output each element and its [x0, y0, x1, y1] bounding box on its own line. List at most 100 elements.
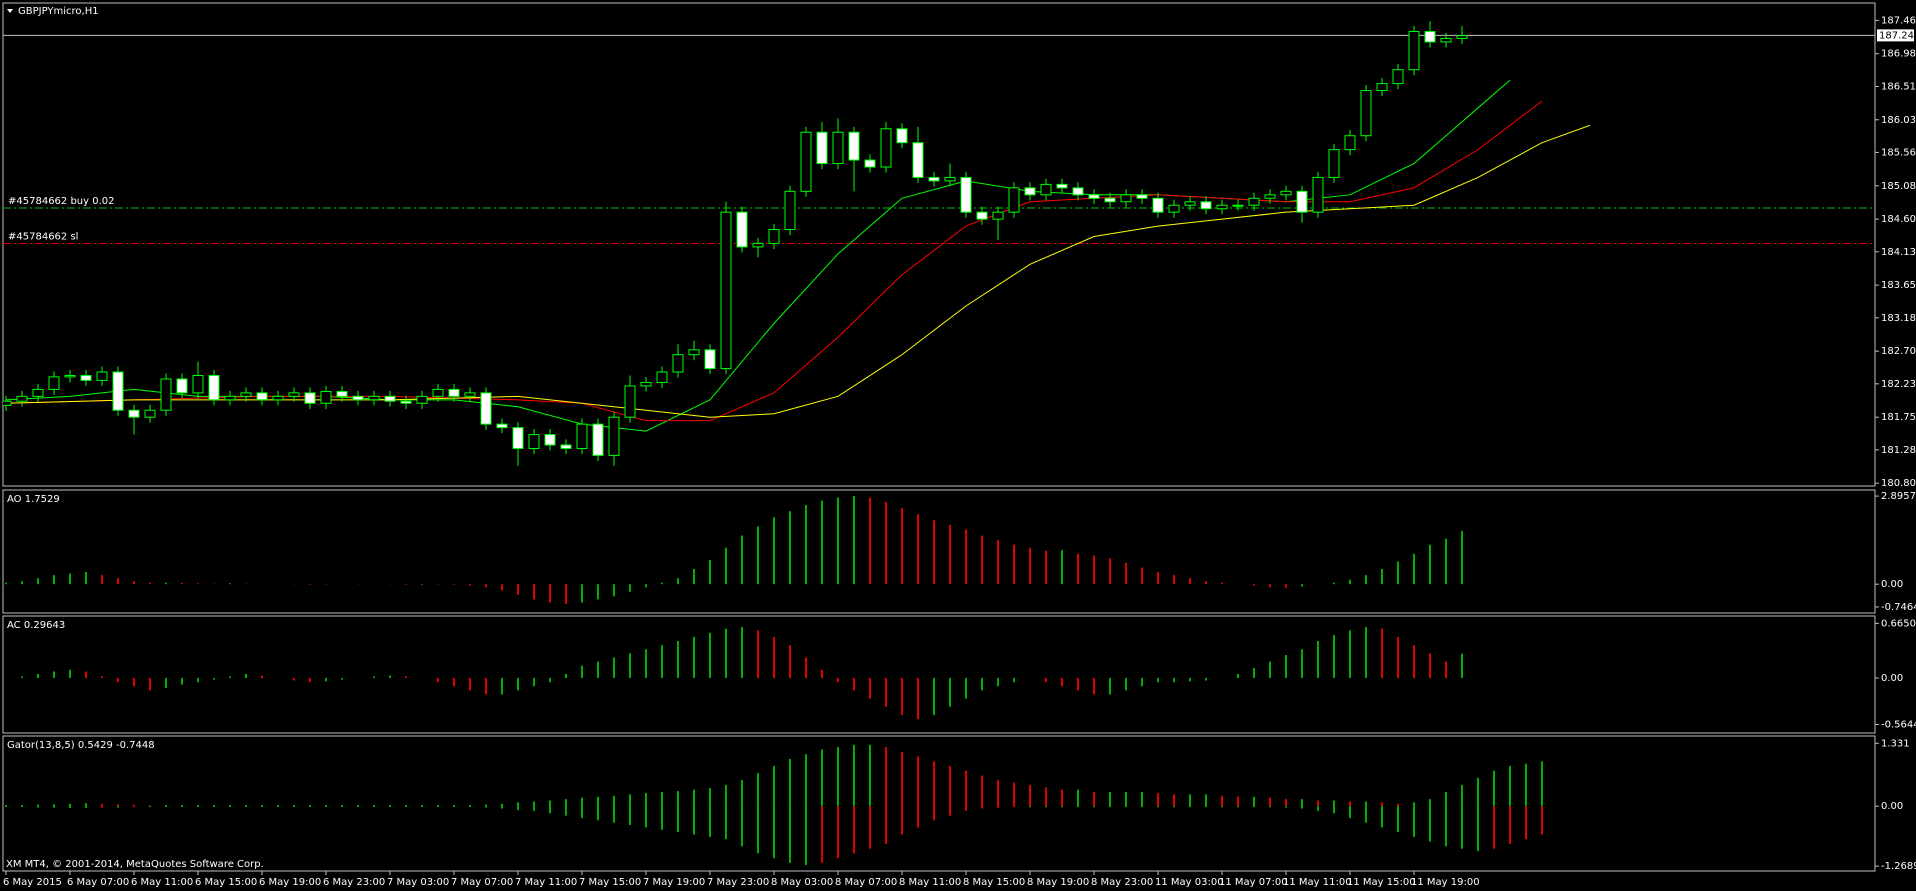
candle-body [1200, 201, 1212, 210]
candle-body [640, 381, 652, 387]
candle-body [752, 242, 764, 248]
candle-body [1120, 194, 1132, 203]
candle-body [432, 388, 444, 397]
candle-body [80, 375, 92, 381]
candle-body [3, 400, 12, 406]
panel-frame [2, 489, 1876, 614]
indicator-line [5, 100, 1543, 422]
candle-body [240, 392, 252, 397]
y-tick-label: 0.66502 [1881, 618, 1916, 629]
x-tick-label: 11 May 15:00 [1347, 877, 1416, 888]
x-tick-label: 6 May 23:00 [323, 877, 385, 888]
candle-body [1008, 187, 1020, 213]
order-level-label: #45784662 sl [8, 231, 78, 242]
y-tick-label: 185.560 [1881, 147, 1916, 158]
y-tick-label: 185.080 [1881, 181, 1916, 192]
y-tick-label: -0.56448 [1881, 719, 1916, 730]
candle-body [64, 375, 76, 378]
x-tick-label: 8 May 23:00 [1091, 877, 1153, 888]
candle-body [544, 434, 556, 446]
candle-body [128, 409, 140, 418]
candle-body [1424, 30, 1436, 43]
candle-body [224, 395, 236, 401]
candle-body [480, 392, 492, 425]
x-tick-label: 6 May 19:00 [259, 877, 321, 888]
candle-body [1248, 197, 1260, 206]
candle-body [672, 354, 684, 373]
panel-frame [2, 615, 1876, 734]
candle-body [1232, 204, 1244, 207]
y-tick-label: 184.130 [1881, 247, 1916, 258]
y-tick-label: 1.331 [1881, 738, 1910, 749]
candle-body [16, 395, 28, 402]
x-tick-label: 11 May 19:00 [1411, 877, 1480, 888]
menu-arrow[interactable] [7, 9, 13, 13]
y-tick-label: 186.510 [1881, 81, 1916, 92]
candle-body [1408, 30, 1420, 71]
candle-body [464, 392, 476, 397]
candle-body [1024, 187, 1036, 196]
candle-body [1136, 194, 1148, 199]
candle-body [1072, 187, 1084, 196]
y-tick-label: 181.280 [1881, 445, 1916, 456]
indicator-label: Gator(13,8,5) 0.5429 -0.7448 [7, 740, 155, 751]
candle-body [1312, 176, 1324, 213]
chart-title: GBPJPYmicro,H1 [18, 6, 99, 17]
candle-body [896, 128, 908, 144]
candle-body [320, 390, 332, 404]
candle-body [352, 395, 364, 401]
candle-body [368, 395, 380, 401]
candle-body [576, 423, 588, 449]
x-tick-label: 11 May 07:00 [1219, 877, 1288, 888]
candle-body [512, 427, 524, 449]
candle-body [800, 131, 812, 192]
x-tick-label: 8 May 03:00 [771, 877, 833, 888]
x-tick-label: 6 May 2015 [3, 877, 62, 888]
candle-body [256, 392, 268, 401]
y-tick-label: 182.700 [1881, 346, 1916, 357]
candle-body [1328, 149, 1340, 178]
panel-frame [2, 735, 1876, 872]
candle-body [592, 423, 604, 456]
candle-body [48, 376, 60, 390]
x-tick-label: 6 May 07:00 [67, 877, 129, 888]
candle-body [1104, 197, 1116, 203]
candle-body [1344, 135, 1356, 151]
candle-body [1056, 183, 1068, 189]
x-tick-label: 8 May 19:00 [1027, 877, 1089, 888]
candle-body [1456, 35, 1468, 39]
plot-area [5, 495, 1463, 604]
y-tick-label: 0.00 [1881, 673, 1903, 684]
candle-body [960, 176, 972, 213]
x-tick-label: 6 May 15:00 [195, 877, 257, 888]
candle-body [288, 392, 300, 397]
candle-body [160, 378, 172, 411]
candle-body [1360, 90, 1372, 137]
candle-body [448, 388, 460, 397]
y-tick-label: 184.600 [1881, 214, 1916, 225]
candle-body [1376, 83, 1388, 92]
candle-body [496, 423, 508, 429]
current-price-label: 187.244 [1879, 30, 1916, 41]
candle-body [32, 388, 44, 397]
candle-body [992, 211, 1004, 220]
candle-body [1088, 194, 1100, 199]
panel-frame [2, 2, 1876, 487]
candle-body [784, 190, 796, 231]
y-tick-label: 0.00 [1881, 801, 1903, 812]
x-tick-label: 7 May 07:00 [451, 877, 513, 888]
order-level-label: #45784662 buy 0.02 [8, 196, 115, 207]
plot-area [5, 744, 1543, 866]
candle-body [768, 229, 780, 244]
candle-body [1280, 190, 1292, 196]
candle-body [1440, 37, 1452, 43]
candle-body [384, 395, 396, 402]
candle-body [720, 211, 732, 370]
y-tick-label: 180.800 [1881, 478, 1916, 489]
y-tick-label: 0.00 [1881, 579, 1903, 590]
candle-body [864, 159, 876, 168]
candle-body [1264, 194, 1276, 199]
candle-body [1184, 201, 1196, 206]
x-tick-label: 8 May 11:00 [899, 877, 961, 888]
